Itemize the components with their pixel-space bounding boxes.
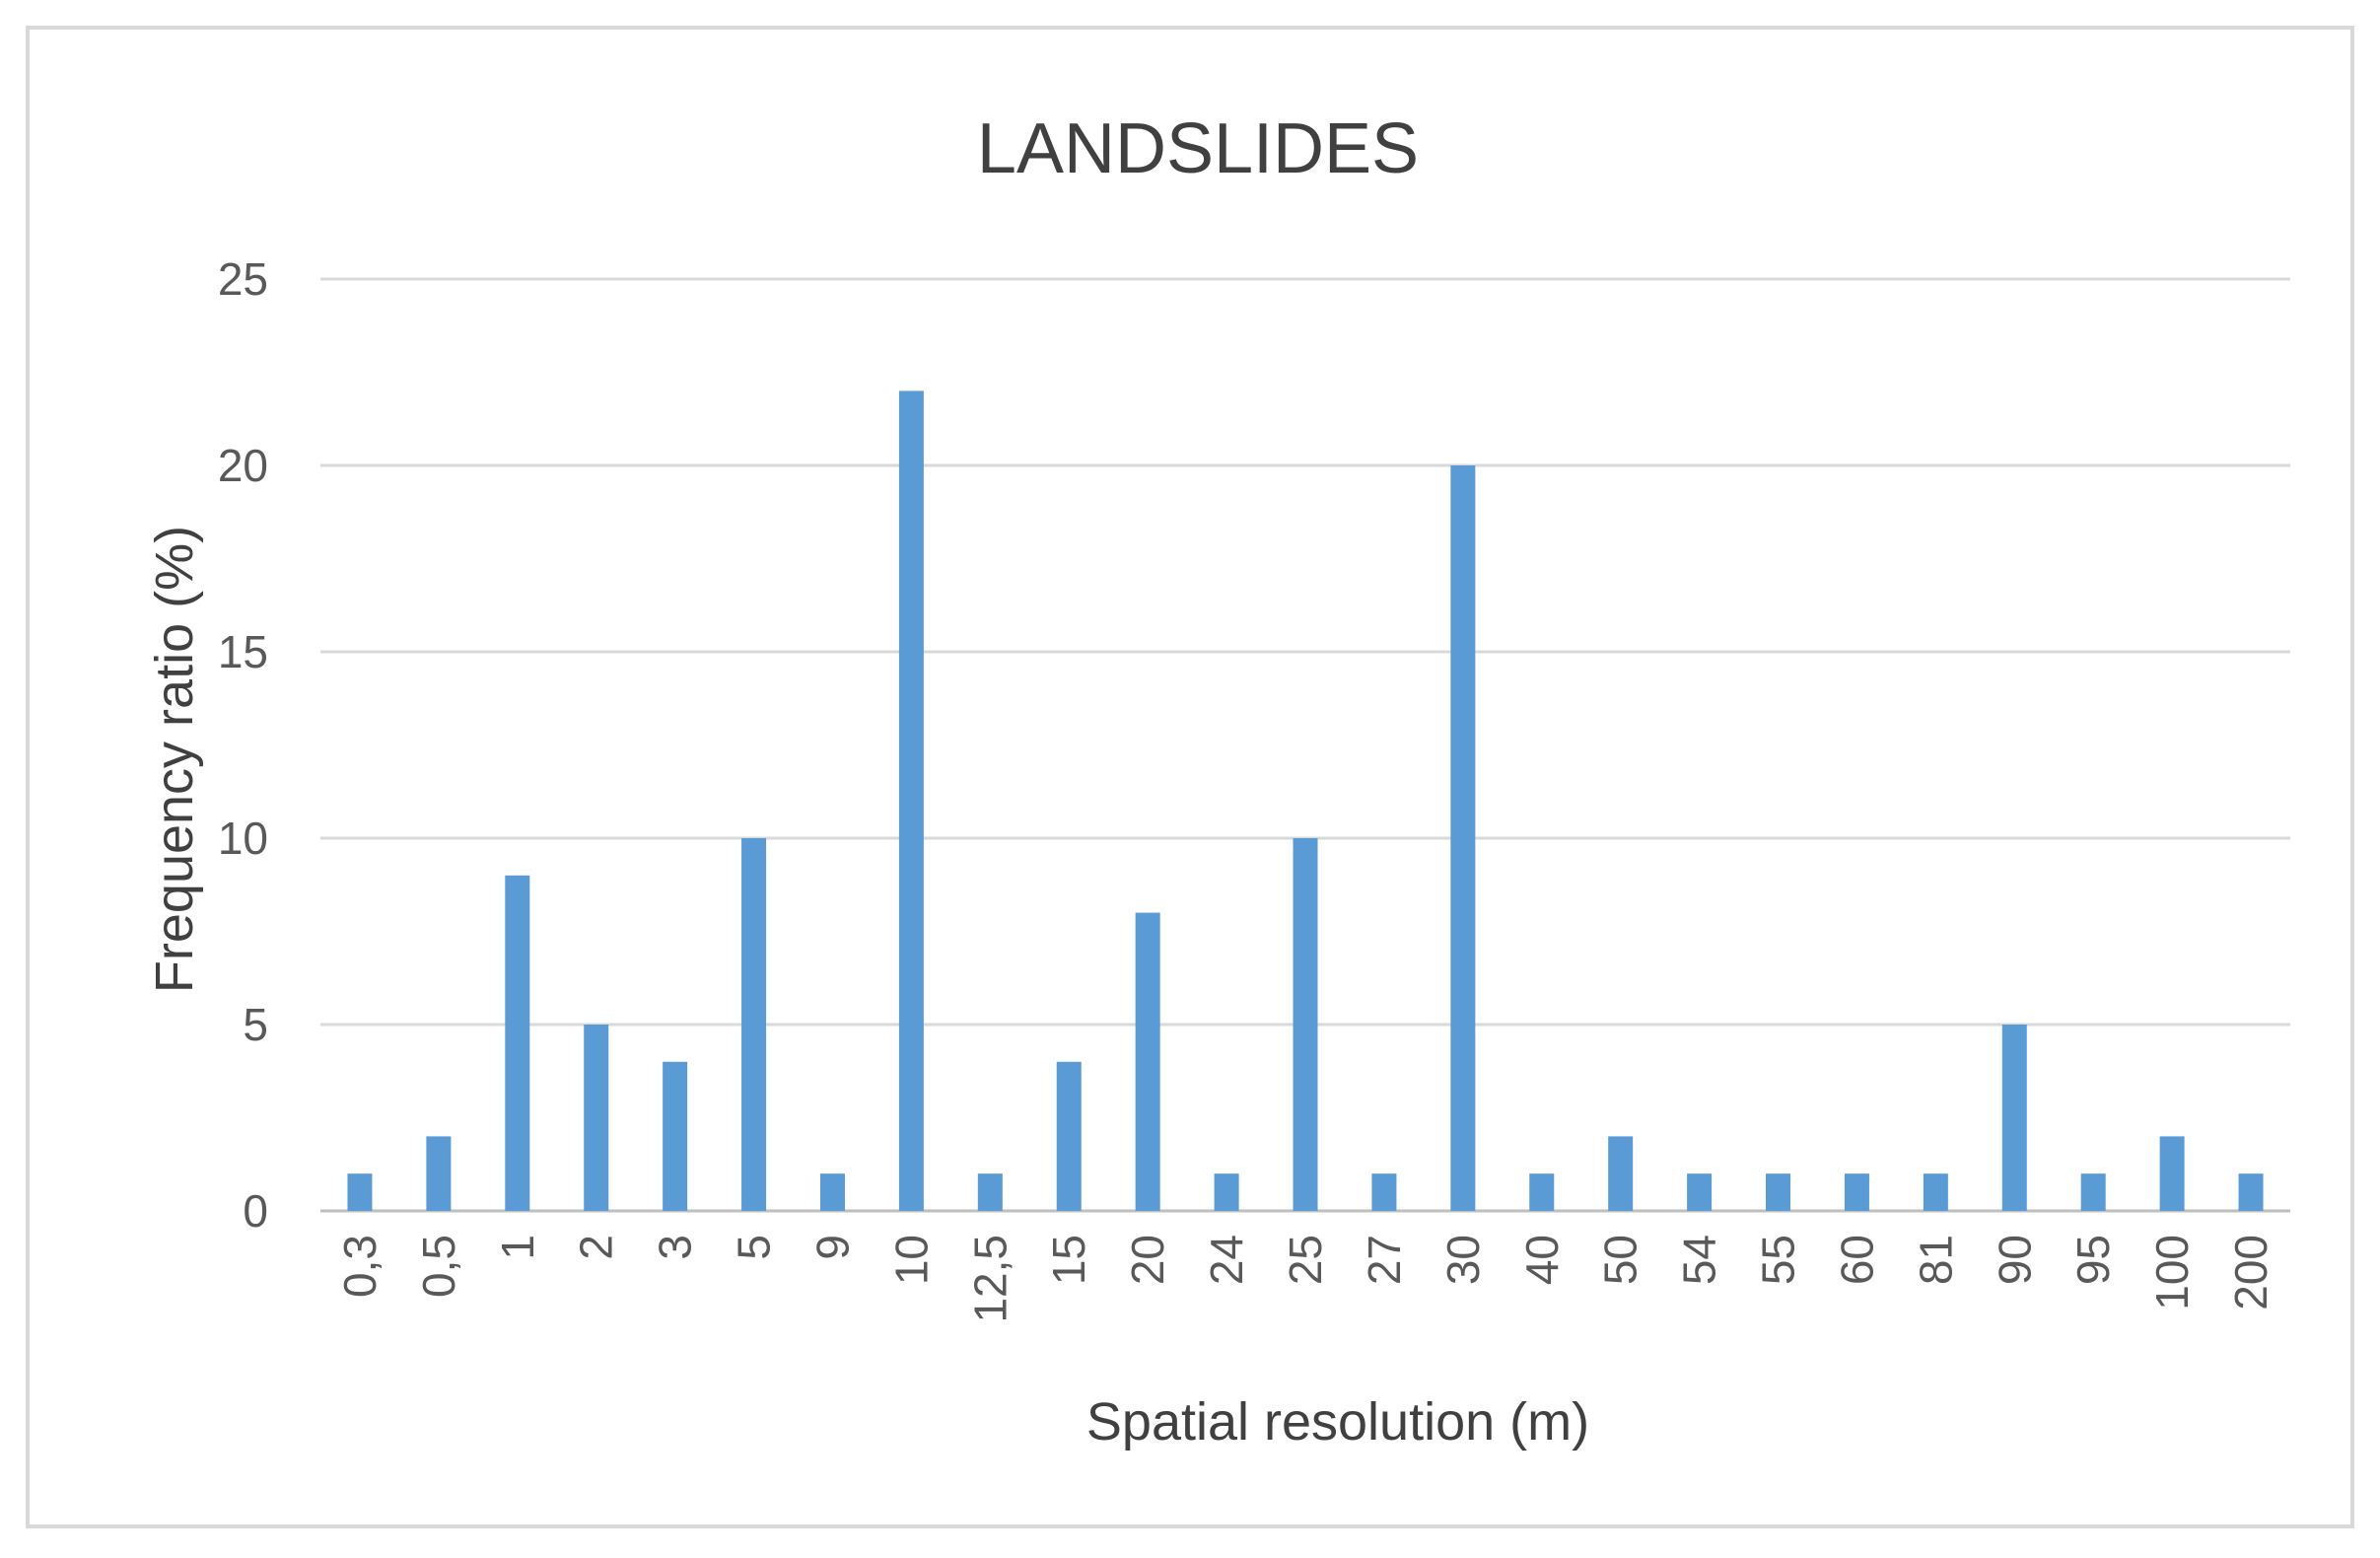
x-tick-label: 90	[1989, 1235, 2040, 1285]
bar	[2001, 1025, 2027, 1211]
y-tick-label: 0	[243, 1185, 268, 1237]
x-tick-label: 95	[2067, 1235, 2119, 1285]
x-tick-label: 12,5	[964, 1235, 1015, 1323]
bar	[1608, 1136, 1634, 1211]
y-tick-label: 20	[218, 440, 268, 491]
x-tick-label: 2	[571, 1235, 622, 1260]
x-tick-label: 15	[1043, 1235, 1094, 1285]
x-tick-label: 1	[492, 1235, 543, 1260]
bar	[741, 838, 767, 1211]
x-tick-label: 24	[1201, 1235, 1252, 1285]
y-tick-label: 10	[218, 813, 268, 864]
bar	[1135, 912, 1160, 1211]
bar	[663, 1061, 688, 1211]
bar	[584, 1025, 609, 1211]
x-tick-label: 0,5	[413, 1235, 464, 1298]
bar	[2080, 1173, 2106, 1211]
x-tick-label: 0,3	[334, 1235, 385, 1298]
y-tick-label: 15	[218, 626, 268, 677]
chart-title: LANDSLIDES	[977, 109, 1419, 188]
bar	[2238, 1173, 2264, 1211]
y-axis-tick-labels: 0 5 10 15 20 25	[218, 253, 268, 1237]
x-axis-tick-labels: 0,3 0,5 1 2 3 5 9 10 12,5 15 20 24 25 27 30 40 50 54 55 60 8…	[334, 1235, 2276, 1323]
x-tick-label: 9	[806, 1235, 858, 1260]
bar	[505, 875, 530, 1211]
chart-frame: LANDSLIDES 0 5 10 15 20 25 0,3 0,5 1 2 3 5 9 10 12,5 1…	[26, 26, 2354, 1528]
bar	[1687, 1173, 1713, 1211]
x-tick-label: 60	[1831, 1235, 1882, 1285]
x-tick-label: 100	[2146, 1235, 2198, 1310]
bar	[1529, 1173, 1555, 1211]
x-tick-label: 55	[1753, 1235, 1804, 1285]
bar	[426, 1136, 452, 1211]
bar	[1371, 1173, 1397, 1211]
x-tick-label: 40	[1516, 1235, 1568, 1285]
bar	[1056, 1061, 1082, 1211]
y-tick-label: 25	[218, 253, 268, 305]
x-tick-label: 200	[2225, 1235, 2276, 1310]
bar-chart: LANDSLIDES 0 5 10 15 20 25 0,3 0,5 1 2 3 5 9 10 12,5 1…	[145, 109, 2290, 1452]
x-tick-label: 27	[1359, 1235, 1410, 1285]
x-tick-label: 3	[650, 1235, 701, 1260]
x-axis-title: Spatial resolution (m)	[1086, 1392, 1589, 1452]
bar	[1450, 465, 1476, 1211]
x-tick-label: 20	[1122, 1235, 1173, 1285]
bar	[1214, 1173, 1239, 1211]
bar	[1293, 838, 1318, 1211]
bar	[347, 1173, 373, 1211]
bar	[1766, 1173, 1791, 1211]
bar	[1844, 1173, 1869, 1211]
bar	[898, 390, 924, 1211]
x-tick-label: 30	[1437, 1235, 1489, 1285]
bar	[2159, 1136, 2185, 1211]
y-axis-title: Frequency ratio (%)	[145, 526, 204, 993]
x-tick-label: 5	[729, 1235, 780, 1260]
bar	[819, 1173, 845, 1211]
x-tick-label: 50	[1595, 1235, 1646, 1285]
x-tick-label: 54	[1674, 1235, 1725, 1285]
y-tick-label: 5	[243, 999, 268, 1050]
x-tick-label: 10	[885, 1235, 937, 1285]
bar	[1923, 1173, 1948, 1211]
x-tick-label: 81	[1910, 1235, 1961, 1285]
bars	[347, 390, 2264, 1211]
bar	[977, 1173, 1003, 1211]
x-tick-label: 25	[1280, 1235, 1331, 1285]
